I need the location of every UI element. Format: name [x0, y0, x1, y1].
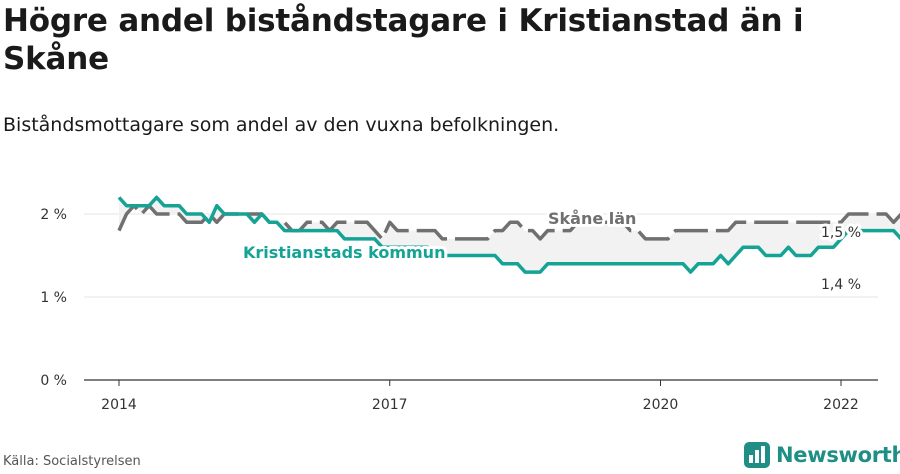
series-label-kristianstad: Kristianstads kommun — [243, 243, 445, 262]
x-tick-label: 2014 — [101, 397, 137, 413]
end-label-kristianstad-halo: 1,5 % — [821, 225, 861, 241]
brand-logo: Newsworthy — [744, 442, 900, 468]
page-subtitle: Biståndsmottagare som andel av den vuxna… — [3, 114, 560, 136]
y-tick-label: 2 % — [40, 207, 67, 223]
x-tick-label: 2017 — [372, 397, 408, 413]
grid-layer: 0 % 1 % 2 % 2014 2017 2020 2022 — [40, 207, 878, 413]
y-tick-label: 1 % — [40, 290, 67, 306]
series-layer — [117, 195, 900, 274]
series-label-skane-lan-halo: Skåne län — [548, 209, 636, 228]
line-chart: 0 %1 %2 %2014 2017 2020 2022 Skåne länSkåne… — [40, 195, 900, 413]
series-line-kristianstad — [117, 195, 900, 274]
brand-name: Newsworthy — [776, 443, 900, 467]
x-tick-label: 2020 — [643, 397, 679, 413]
source-note: Källa: Socialstyrelsen — [3, 454, 141, 469]
series-label-skane-lan: Skåne län — [548, 209, 636, 228]
newsworthy-logo-icon — [744, 442, 770, 468]
end-label-kristianstad: 1,5 % — [821, 225, 861, 241]
y-tick-label: 0 % — [40, 373, 67, 389]
end-label-skane-lan: 1,4 % — [821, 277, 861, 293]
x-tick-label: 2022 — [823, 397, 859, 413]
difference-band — [119, 197, 900, 273]
page-title: Högre andel biståndstagare i Kristiansta… — [3, 3, 804, 77]
series-label-kristianstad-halo: Kristianstads kommun — [243, 243, 445, 262]
end-label-skane-lan-halo: 1,4 % — [821, 277, 861, 293]
